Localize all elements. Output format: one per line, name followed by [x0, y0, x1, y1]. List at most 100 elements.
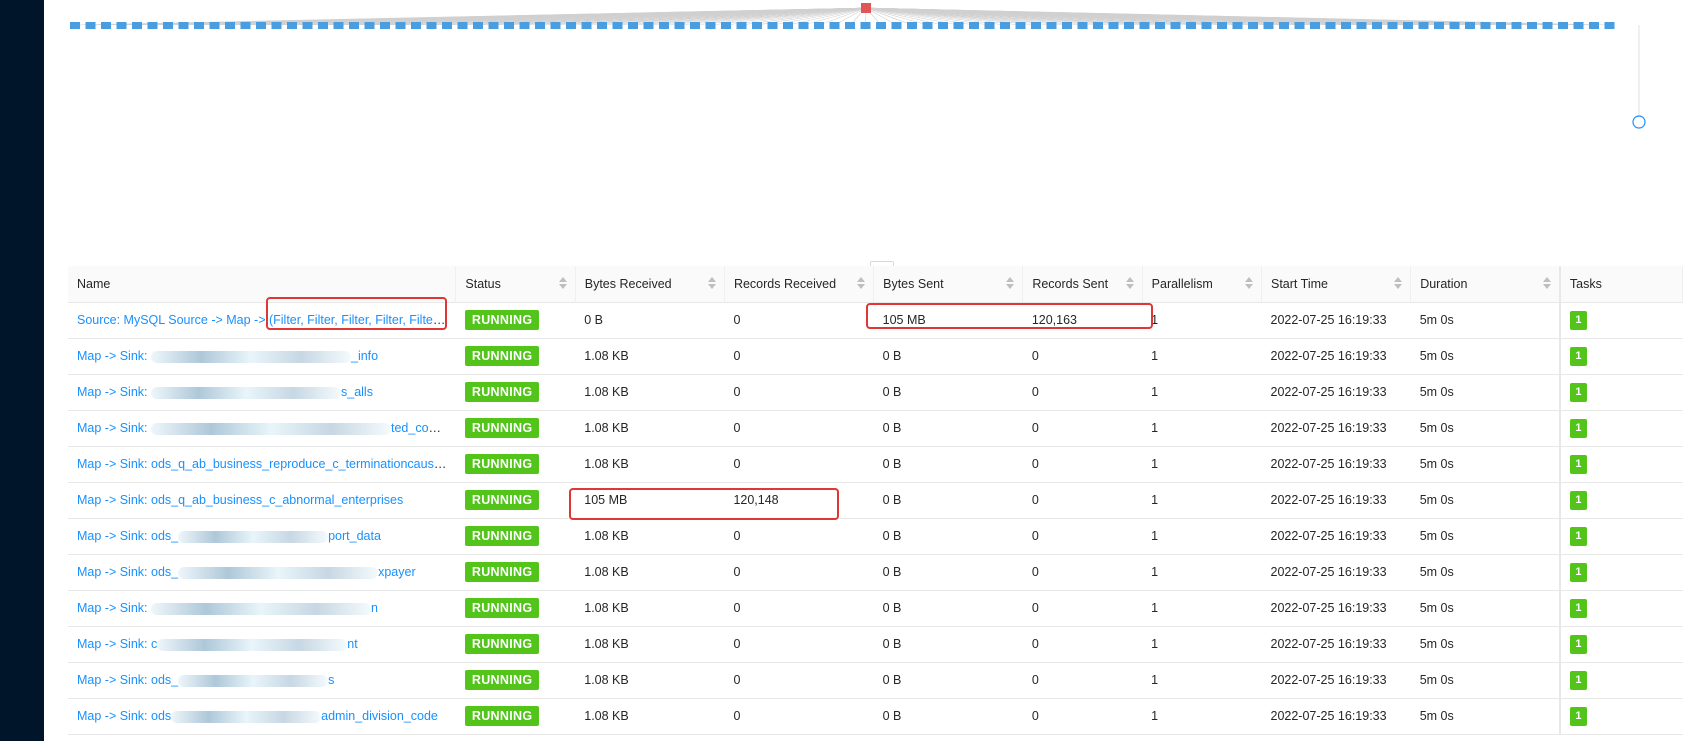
column-header-bytes-sent[interactable]: Bytes Sent — [873, 266, 1024, 303]
table-row[interactable]: Map -> Sink: ods_ s RUNNING 1.08 KB 0 0 B 0 1 20… — [68, 662, 1683, 699]
source-node[interactable] — [861, 3, 871, 13]
vertex-name-cell[interactable]: Map -> Sink: n — [68, 590, 456, 627]
vertex-name-cell[interactable]: Map -> Sink: ods_q_ab_business_reproduce… — [68, 446, 456, 483]
column-header-records-received[interactable]: Records Received — [724, 266, 875, 303]
sink-node[interactable] — [178, 22, 189, 29]
table-row[interactable]: Source: MySQL Source -> Map -> (Filter, … — [68, 302, 1683, 339]
vertex-name-cell[interactable]: Map -> Sink: ods_ s — [68, 662, 456, 699]
sink-node[interactable] — [798, 22, 809, 29]
vertex-name-suffix[interactable]: admin_division_code — [321, 709, 438, 723]
sink-node[interactable] — [349, 22, 359, 29]
sink-node[interactable] — [364, 22, 375, 29]
sink-node[interactable] — [116, 22, 127, 29]
sink-node[interactable] — [488, 22, 499, 29]
sink-node[interactable] — [814, 22, 824, 29]
vertex-name-suffix[interactable]: port_data — [328, 529, 381, 543]
sink-node[interactable] — [1589, 22, 1599, 29]
table-row[interactable]: Map -> Sink: ods_ port_data RUNNING 1.08 KB… — [68, 518, 1683, 555]
sink-node[interactable] — [659, 22, 669, 29]
sink-node[interactable] — [1542, 22, 1553, 29]
sort-icon[interactable] — [857, 277, 866, 291]
task-count-badge[interactable]: 1 — [1569, 670, 1587, 690]
sort-icon[interactable] — [707, 277, 716, 291]
vertex-name-link[interactable]: Map -> Sink: ods_q_ab_business_reproduce… — [77, 457, 450, 471]
sink-node[interactable] — [1449, 22, 1460, 29]
vertex-name-link[interactable]: Map -> Sink: — [77, 349, 151, 363]
sink-node[interactable] — [736, 22, 747, 29]
sink-node[interactable] — [1015, 22, 1026, 29]
vertex-name-link[interactable]: Map -> Sink: ods — [77, 709, 172, 723]
zoom-slider-handle[interactable] — [1632, 115, 1646, 129]
sink-node[interactable] — [969, 22, 979, 29]
task-count-badge[interactable]: 1 — [1569, 418, 1587, 438]
job-graph[interactable] — [68, 0, 1683, 266]
sink-node[interactable] — [550, 22, 561, 29]
task-count-badge[interactable]: 1 — [1569, 382, 1587, 402]
vertex-name-cell[interactable]: Map -> Sink: c nt — [68, 626, 456, 663]
sink-node[interactable] — [1418, 22, 1429, 29]
vertex-name-cell[interactable]: Map -> Sink: ods_ port_data — [68, 518, 456, 555]
sink-node[interactable] — [860, 22, 871, 29]
table-row[interactable]: Map -> Sink: c nt RUNNING 1.08 KB 0 0 B 0 1 2022… — [68, 626, 1683, 663]
column-header-records-sent[interactable]: Records Sent — [1022, 266, 1143, 303]
vertex-name-cell[interactable]: Map -> Sink: ods_q_ab_business_c_abnorma… — [68, 482, 456, 519]
sink-node[interactable] — [1356, 22, 1367, 29]
vertex-name-link[interactable]: Map -> Sink: ods_q_ab_business_c_abnorma… — [77, 493, 404, 507]
sink-node[interactable] — [1139, 22, 1150, 29]
sink-node[interactable] — [674, 22, 685, 29]
table-row[interactable]: Map -> Sink: _info RUNNING 1.08 KB 0 0 B 0 1 20… — [68, 338, 1683, 375]
sink-node[interactable] — [287, 22, 297, 29]
task-count-badge[interactable]: 1 — [1569, 490, 1587, 510]
sink-node[interactable] — [457, 22, 468, 29]
sink-node[interactable] — [132, 22, 142, 29]
sink-node[interactable] — [1372, 22, 1382, 29]
vertex-name-cell[interactable]: Map -> Sink: ted_consu… — [68, 410, 456, 447]
task-count-badge[interactable]: 1 — [1569, 310, 1587, 330]
sink-node[interactable] — [209, 22, 220, 29]
table-row[interactable]: Map -> Sink: ted_consu… RUNNING 1.08 KB 0 0 … — [68, 410, 1683, 447]
sink-node[interactable] — [1604, 22, 1615, 29]
sink-node[interactable] — [101, 22, 111, 29]
table-row[interactable]: Map -> Sink: ods_q_ab_business_c_abnorma… — [68, 482, 1683, 519]
sink-node[interactable] — [1000, 22, 1010, 29]
table-row[interactable]: Map -> Sink: ods_ xpayer RUNNING 1.08 KB 0 0 … — [68, 554, 1683, 591]
sink-node[interactable] — [225, 22, 235, 29]
sort-icon[interactable] — [1245, 277, 1253, 291]
sink-node[interactable] — [256, 22, 266, 29]
sink-node[interactable] — [1046, 22, 1057, 29]
sink-node[interactable] — [876, 22, 886, 29]
sink-node[interactable] — [240, 22, 251, 29]
sink-node[interactable] — [845, 22, 855, 29]
sink-node[interactable] — [1062, 22, 1072, 29]
sink-node[interactable] — [147, 22, 158, 29]
sink-node[interactable] — [302, 22, 313, 29]
sink-node[interactable] — [1093, 22, 1103, 29]
sink-node[interactable] — [318, 22, 328, 29]
vertex-name-link[interactable]: Map -> Sink: ods_ — [77, 565, 179, 579]
vertex-name-cell[interactable]: Map -> Sink: ods_ xpayer — [68, 554, 456, 591]
sink-node[interactable] — [1387, 22, 1398, 29]
vertex-name-suffix[interactable]: xpayer — [378, 565, 416, 579]
column-header-name[interactable]: Name — [68, 266, 457, 303]
sink-node[interactable] — [705, 22, 716, 29]
sink-node[interactable] — [1170, 22, 1181, 29]
sink-node[interactable] — [1263, 22, 1274, 29]
sink-node[interactable] — [85, 22, 96, 29]
sink-node[interactable] — [504, 22, 514, 29]
task-count-badge[interactable]: 1 — [1569, 454, 1587, 474]
task-count-badge[interactable]: 1 — [1569, 562, 1587, 582]
sink-node[interactable] — [1031, 22, 1041, 29]
sink-node[interactable] — [1279, 22, 1289, 29]
sink-node[interactable] — [1155, 22, 1165, 29]
sink-node[interactable] — [767, 22, 778, 29]
sink-node[interactable] — [1558, 22, 1568, 29]
sink-node[interactable] — [907, 22, 917, 29]
sink-node[interactable] — [783, 22, 793, 29]
sink-node[interactable] — [535, 22, 545, 29]
vertex-name-link[interactable]: Map -> Sink: — [77, 601, 151, 615]
vertex-name-suffix[interactable]: n — [371, 601, 378, 615]
vertex-name-link[interactable]: Map -> Sink: — [77, 385, 151, 399]
sink-node[interactable] — [1294, 22, 1305, 29]
sink-node[interactable] — [395, 22, 406, 29]
